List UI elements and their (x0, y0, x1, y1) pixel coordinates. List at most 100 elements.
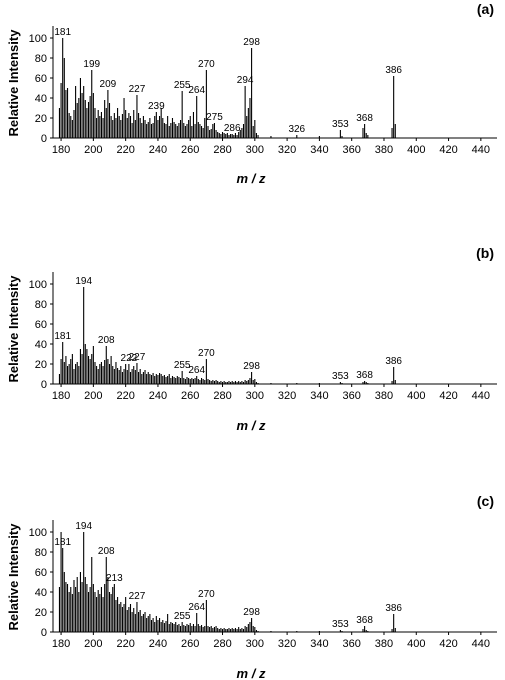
panel-label: (a) (477, 1, 494, 17)
y-tick-label: 60 (35, 319, 47, 331)
peak-label: 270 (198, 348, 215, 359)
y-axis-title: Relative Intensity (6, 29, 21, 137)
y-tick-label: 40 (35, 93, 47, 105)
peak-label: 368 (356, 113, 373, 124)
peak-label: 270 (198, 59, 215, 70)
x-tick-label: 260 (181, 390, 199, 402)
x-tick-label: 280 (213, 144, 231, 156)
y-tick-label: 40 (35, 339, 47, 351)
y-tick-label: 20 (35, 113, 47, 125)
peak-label: 298 (243, 37, 260, 48)
peak-label: 222 (121, 353, 138, 364)
x-tick-label: 180 (52, 144, 70, 156)
peak-label: 353 (332, 371, 349, 382)
peak-label: 227 (129, 84, 146, 95)
y-tick-label: 0 (41, 379, 47, 391)
peak-label: 298 (243, 607, 260, 618)
x-tick-label: 300 (246, 390, 264, 402)
y-tick-label: 60 (35, 73, 47, 85)
peak-label: 264 (188, 365, 205, 376)
x-tick-label: 360 (343, 390, 361, 402)
x-tick-label: 260 (181, 144, 199, 156)
peak-label: 353 (332, 619, 349, 630)
peak-label: 270 (198, 589, 215, 600)
x-tick-label: 360 (343, 638, 361, 650)
x-tick-label: 440 (472, 144, 490, 156)
y-tick-label: 80 (35, 299, 47, 311)
x-tick-label: 340 (310, 390, 328, 402)
x-tick-label: 240 (149, 390, 167, 402)
x-tick-label: 240 (149, 144, 167, 156)
x-tick-label: 200 (84, 390, 102, 402)
peak-label: 199 (83, 59, 100, 70)
x-tick-label: 420 (439, 390, 457, 402)
x-tick-label: 260 (181, 638, 199, 650)
x-tick-label: 440 (472, 638, 490, 650)
x-tick-label: 380 (375, 144, 393, 156)
peak-label: 264 (188, 602, 205, 613)
peak-label: 368 (356, 370, 373, 381)
y-tick-label: 100 (29, 527, 47, 539)
peak-label: 227 (129, 591, 146, 602)
x-tick-label: 200 (84, 144, 102, 156)
y-tick-label: 40 (35, 587, 47, 599)
x-tick-label: 220 (116, 638, 134, 650)
y-axis-title: Relative Intensity (6, 523, 21, 631)
x-tick-label: 360 (343, 144, 361, 156)
x-tick-label: 340 (310, 638, 328, 650)
x-tick-label: 320 (278, 638, 296, 650)
x-tick-label: 400 (407, 144, 425, 156)
x-tick-label: 300 (246, 638, 264, 650)
x-tick-label: 400 (407, 390, 425, 402)
peak-label: 208 (98, 335, 115, 346)
y-tick-label: 80 (35, 53, 47, 65)
x-tick-label: 180 (52, 390, 70, 402)
x-tick-label: 440 (472, 390, 490, 402)
y-axis-title: Relative Intensity (6, 275, 21, 383)
x-tick-label: 340 (310, 144, 328, 156)
peak-label: 286 (224, 123, 241, 134)
peak-label: 239 (148, 101, 165, 112)
peak-label: 194 (75, 521, 92, 532)
y-tick-label: 100 (29, 279, 47, 291)
peak-label: 386 (385, 65, 402, 76)
y-tick-label: 20 (35, 359, 47, 371)
peak-label: 294 (237, 75, 254, 86)
x-tick-label: 280 (213, 638, 231, 650)
x-tick-label: 320 (278, 144, 296, 156)
chart-panel-1: 0 20 40 60 80 100 180 200 220 240 260 280 300 320 340 3… (6, 1, 497, 186)
y-tick-label: 0 (41, 627, 47, 639)
peak-label: 209 (100, 79, 117, 90)
x-tick-label: 280 (213, 390, 231, 402)
peak-label: 181 (54, 537, 71, 548)
x-tick-label: 220 (116, 390, 134, 402)
x-tick-label: 320 (278, 390, 296, 402)
y-tick-label: 60 (35, 567, 47, 579)
x-tick-label: 380 (375, 390, 393, 402)
peak-label: 368 (356, 615, 373, 626)
x-axis-title: m / z (237, 418, 266, 433)
peak-label: 255 (174, 80, 191, 91)
y-tick-label: 80 (35, 547, 47, 559)
peak-label: 264 (188, 85, 205, 96)
peak-label: 181 (54, 331, 71, 342)
peak-label: 227 (129, 352, 146, 363)
peak-label: 386 (385, 356, 402, 367)
peak-label: 255 (174, 611, 191, 622)
x-tick-label: 300 (246, 144, 264, 156)
x-tick-label: 200 (84, 638, 102, 650)
x-tick-label: 240 (149, 638, 167, 650)
x-tick-label: 180 (52, 638, 70, 650)
x-axis-title: m / z (237, 171, 266, 186)
peak-label: 275 (206, 112, 223, 123)
x-axis-title: m / z (237, 666, 266, 680)
x-tick-label: 420 (439, 638, 457, 650)
chart-panel-2: 0 20 40 60 80 100 180 200 220 240 260 280 300 320 340 3… (6, 245, 497, 433)
panel-label: (c) (477, 493, 494, 509)
x-tick-label: 380 (375, 638, 393, 650)
y-tick-label: 100 (29, 33, 47, 45)
x-tick-label: 220 (116, 144, 134, 156)
x-tick-label: 420 (439, 144, 457, 156)
y-tick-label: 0 (41, 133, 47, 145)
